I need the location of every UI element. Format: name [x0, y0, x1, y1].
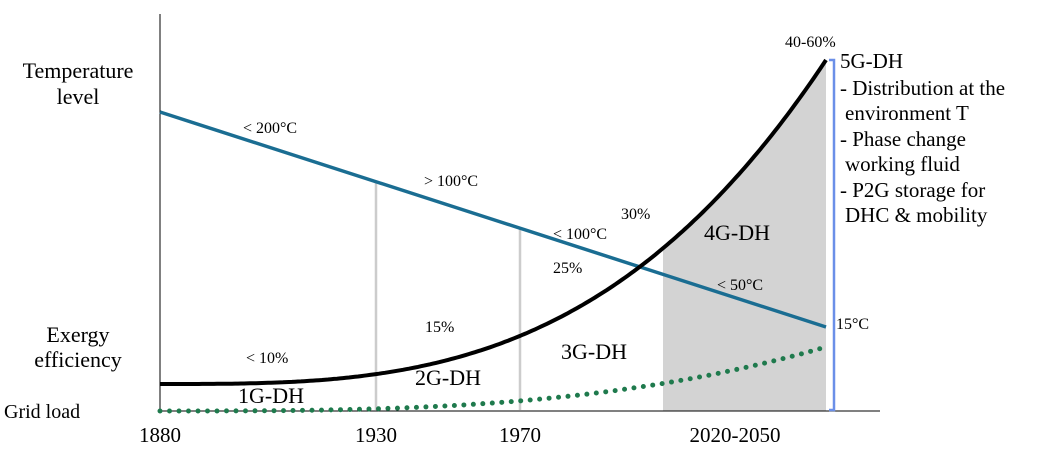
efficiency-label-4g: 30%	[621, 206, 650, 223]
exergy-efficiency-curve	[160, 58, 828, 386]
temperature-line	[159, 110, 827, 329]
efficiency-label-5g: 40-60%	[785, 34, 836, 51]
generation-2g-label: 2G-DH	[415, 365, 481, 390]
temperature-label-1g: < 200°C	[243, 120, 297, 137]
efficiency-label-2g: 15%	[425, 319, 454, 336]
4g-shaded-region	[663, 60, 826, 411]
5g-note-line-4: working fluid	[845, 152, 960, 176]
5g-bracket	[829, 58, 836, 412]
generation-1g-label: 1G-DH	[238, 383, 304, 408]
exergy-label-line2: efficiency	[34, 347, 122, 372]
5g-note-line-2: environment T	[845, 101, 969, 125]
generation-4g-label: 4G-DH	[704, 220, 770, 245]
exergy-label-line1: Exergy	[46, 322, 109, 347]
temperature-label-3g: < 100°C	[553, 226, 607, 243]
efficiency-label-1g: < 10%	[246, 350, 288, 367]
grid-load-curve	[157, 344, 829, 414]
5g-note-line-5: - P2G storage for	[840, 178, 985, 202]
generation-5g-label: 5G-DH	[840, 49, 903, 73]
temperature-label-4g: < 50°C	[717, 277, 763, 294]
x-tick-1970: 1970	[499, 423, 541, 447]
x-tick-1930: 1930	[355, 423, 397, 447]
temperature-label-line2: level	[57, 84, 100, 109]
x-tick-1880: 1880	[139, 423, 181, 447]
5g-note-line-6: DHC & mobility	[845, 203, 988, 227]
temperature-label-line1: Temperature	[23, 58, 134, 83]
generation-3g-label: 3G-DH	[561, 339, 627, 364]
5g-note-line-3: - Phase change	[840, 127, 966, 151]
x-tick-2020-2050: 2020-2050	[690, 423, 781, 447]
5g-note-line-1: - Distribution at the	[840, 76, 1005, 100]
efficiency-label-3g: 25%	[553, 260, 582, 277]
temperature-label-2g: > 100°C	[424, 173, 478, 190]
temperature-label-5g: 15°C	[836, 316, 869, 333]
grid-load-label: Grid load	[4, 401, 80, 423]
